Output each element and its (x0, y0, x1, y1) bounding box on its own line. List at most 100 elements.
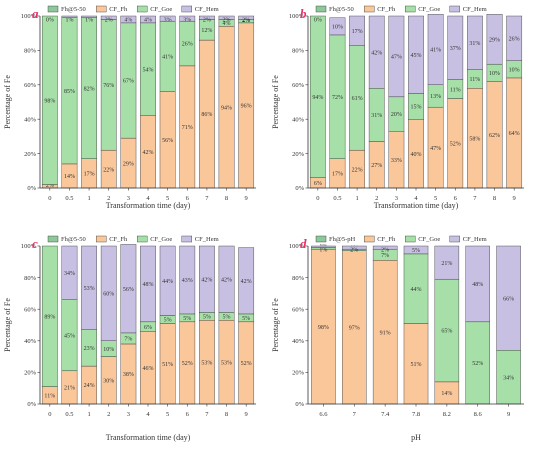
data-label: 2% (203, 18, 211, 24)
x-tick-label: 6.6 (319, 411, 328, 418)
data-label: 44% (162, 279, 173, 285)
x-tick-label: 4 (146, 411, 150, 418)
data-label: 6% (314, 181, 322, 187)
y-tick-label: 100% (21, 13, 37, 20)
data-label: 56% (162, 138, 173, 144)
data-label: 4% (124, 18, 132, 24)
data-label: 5% (242, 316, 250, 322)
bar-segment-s2 (372, 260, 398, 405)
data-label: 5% (203, 315, 211, 321)
y-tick-label: 40% (292, 338, 305, 345)
x-tick-label: 9 (245, 411, 248, 418)
bar-segment-s4 (506, 15, 523, 61)
bar-segment-s3 (41, 245, 58, 387)
y-tick-label: 0% (27, 401, 36, 408)
data-label: 67% (123, 79, 134, 85)
x-axis-title: Transformation time (day) (106, 433, 191, 442)
panel-c: 11%89%021%45%34%0.524%23%53%130%10%60%23… (3, 235, 256, 442)
bar-segment-s4 (61, 245, 78, 300)
bar-segment-s4 (486, 14, 503, 65)
y-tick-label: 40% (24, 116, 37, 123)
bar-segment-s4 (218, 15, 235, 20)
data-label: 94% (221, 105, 232, 111)
data-label: 40% (411, 152, 422, 158)
y-tick-label: 0% (295, 401, 304, 408)
bar-segment-s4 (434, 245, 460, 280)
legend-entry: CF_Goe (150, 6, 172, 13)
panel-letter: d (300, 236, 307, 251)
bar-segment-s4 (467, 15, 483, 70)
legend-swatch (315, 235, 327, 243)
data-label: 86% (201, 112, 212, 118)
data-label: 53% (201, 360, 212, 366)
data-label: 30% (103, 379, 114, 385)
x-tick-label: 3 (127, 195, 130, 202)
data-label: 71% (182, 125, 193, 131)
data-label: 5% (223, 315, 231, 321)
y-tick-label: 20% (292, 151, 305, 158)
bar-segment-s4 (140, 245, 156, 323)
data-label: 22% (103, 167, 114, 173)
y-tick-label: 100% (21, 243, 37, 250)
bar-segment-s4 (408, 15, 424, 94)
data-label: 64% (509, 131, 520, 137)
x-tick-label: 2 (107, 195, 110, 202)
data-label: 54% (143, 68, 154, 74)
data-label: 66% (503, 296, 514, 302)
y-axis-title: Percentage of Fe (3, 298, 12, 352)
bar-segment-s4 (238, 247, 255, 315)
x-tick-label: 8.6 (474, 411, 483, 418)
data-label: 42% (221, 277, 232, 283)
x-tick-label: 7 (353, 411, 357, 418)
data-label: 41% (430, 48, 441, 54)
y-tick-label: 60% (24, 82, 37, 89)
data-label: 10% (103, 347, 114, 353)
panel-d: 98%1%1%6.697%1%2%791%7%2%7.451%44%5%7.81… (271, 235, 524, 442)
data-label: 31% (371, 113, 382, 119)
legend-swatch (47, 5, 59, 13)
legend-entry: CF_Hem (195, 6, 219, 13)
y-tick-label: 40% (24, 338, 37, 345)
x-axis-title: pH (411, 433, 421, 442)
x-tick-label: 7.8 (412, 411, 420, 418)
data-label: 91% (380, 330, 391, 336)
data-label: 34% (503, 375, 514, 381)
bar-segment-s4 (81, 245, 97, 330)
data-label: 41% (162, 55, 173, 61)
data-label: 72% (332, 95, 343, 101)
y-tick-label: 0% (27, 185, 36, 192)
data-label: 7% (381, 253, 389, 259)
data-label: 17% (84, 172, 95, 178)
x-tick-label: 0 (48, 195, 51, 202)
data-label: 5% (164, 318, 172, 324)
data-label: 37% (450, 46, 461, 52)
y-axis-title: Percentage of Fe (3, 75, 12, 129)
x-tick-label: 4 (146, 195, 150, 202)
data-label: 43% (182, 278, 193, 284)
data-label: 29% (123, 161, 134, 167)
legend-entry: CF_Fh (377, 6, 396, 13)
data-label: 47% (430, 146, 441, 152)
data-label: 76% (103, 83, 114, 89)
data-label: 51% (162, 362, 173, 368)
data-label: 3% (164, 18, 172, 24)
data-label: 15% (411, 105, 422, 111)
bar-segment-s4 (311, 245, 336, 248)
y-tick-label: 60% (292, 306, 305, 313)
data-label: 52% (450, 141, 461, 147)
data-label: 2% (242, 18, 250, 24)
x-tick-label: 7 (473, 195, 477, 202)
bar-segment-s4 (447, 15, 464, 80)
bar-segment-s4 (81, 15, 97, 18)
legend-swatch (405, 5, 416, 13)
data-label: 58% (469, 136, 480, 142)
data-label: 46% (143, 366, 154, 372)
data-label: 82% (84, 86, 95, 92)
legend-entry: CF_Fh (109, 236, 128, 243)
legend-swatch (449, 235, 460, 243)
data-label: 4% (144, 18, 152, 24)
x-tick-label: 9 (245, 195, 248, 202)
data-label: 11% (450, 87, 461, 93)
legend-swatch (47, 235, 59, 243)
